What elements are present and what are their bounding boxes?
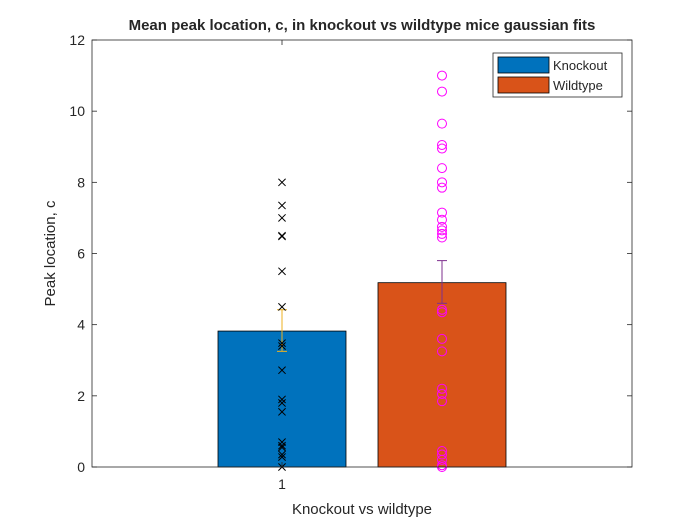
data-point-knockout [278, 398, 286, 407]
data-point-wildtype [437, 389, 447, 400]
data-point-knockout [278, 395, 286, 404]
x-tick-label: 1 [278, 476, 286, 492]
data-point-wildtype [437, 307, 447, 318]
data-point-wildtype [437, 139, 447, 150]
data-point-knockout [278, 339, 286, 348]
plot-area [92, 40, 632, 467]
data-point-wildtype [437, 118, 447, 129]
chart-title: Mean peak location, c, in knockout vs wi… [129, 17, 596, 34]
y-tick-label: 4 [77, 317, 85, 333]
x-axis-label: Knockout vs wildtype [292, 501, 432, 518]
legend-label-wildtype: Wildtype [553, 78, 603, 93]
data-point-wildtype [437, 228, 447, 239]
data-point-wildtype [437, 177, 447, 188]
y-tick-label: 12 [69, 32, 85, 48]
data-point-knockout [278, 453, 286, 461]
y-tick-label: 6 [77, 246, 85, 262]
data-point-knockout [278, 232, 286, 241]
data-point-wildtype [437, 383, 447, 394]
y-tick-label: 8 [77, 174, 85, 190]
data-point-knockout [278, 302, 286, 311]
bar-wildtype [377, 282, 507, 468]
data-point-wildtype [437, 232, 447, 243]
data-point-wildtype [437, 163, 447, 174]
y-axis-label: Peak location, c [42, 200, 59, 306]
data-point-wildtype [437, 214, 447, 225]
data-point-knockout [278, 450, 286, 459]
data-point-wildtype [437, 346, 447, 357]
data-point-wildtype [437, 449, 447, 460]
legend-label-knockout: Knockout [553, 58, 608, 73]
data-point-knockout [278, 178, 286, 187]
y-tick-label: 0 [77, 459, 85, 475]
y-tick-label: 10 [69, 103, 85, 119]
data-point-knockout [278, 231, 286, 240]
data-point-wildtype [437, 143, 447, 154]
data-point-wildtype [437, 207, 447, 218]
legend-swatch-wildtype [497, 76, 550, 94]
y-tick-label: 2 [77, 388, 85, 404]
legend-swatch-knockout [497, 56, 550, 74]
data-point-knockout [278, 267, 286, 276]
data-point-knockout [278, 342, 286, 350]
data-point-wildtype [437, 182, 447, 193]
data-point-wildtype [437, 396, 447, 407]
data-point-knockout [278, 443, 286, 452]
data-point-knockout [278, 407, 286, 416]
data-point-wildtype [437, 304, 447, 315]
data-point-knockout [278, 213, 286, 222]
data-point-wildtype [437, 70, 447, 81]
data-point-wildtype [437, 454, 447, 465]
data-point-knockout [278, 201, 286, 210]
data-point-wildtype [437, 333, 447, 344]
data-point-knockout [278, 441, 286, 450]
data-point-wildtype [437, 221, 447, 232]
legend: Knockout Wildtype [492, 52, 623, 98]
data-point-wildtype [437, 86, 447, 97]
data-point-knockout [278, 366, 286, 375]
data-point-wildtype [437, 225, 447, 236]
